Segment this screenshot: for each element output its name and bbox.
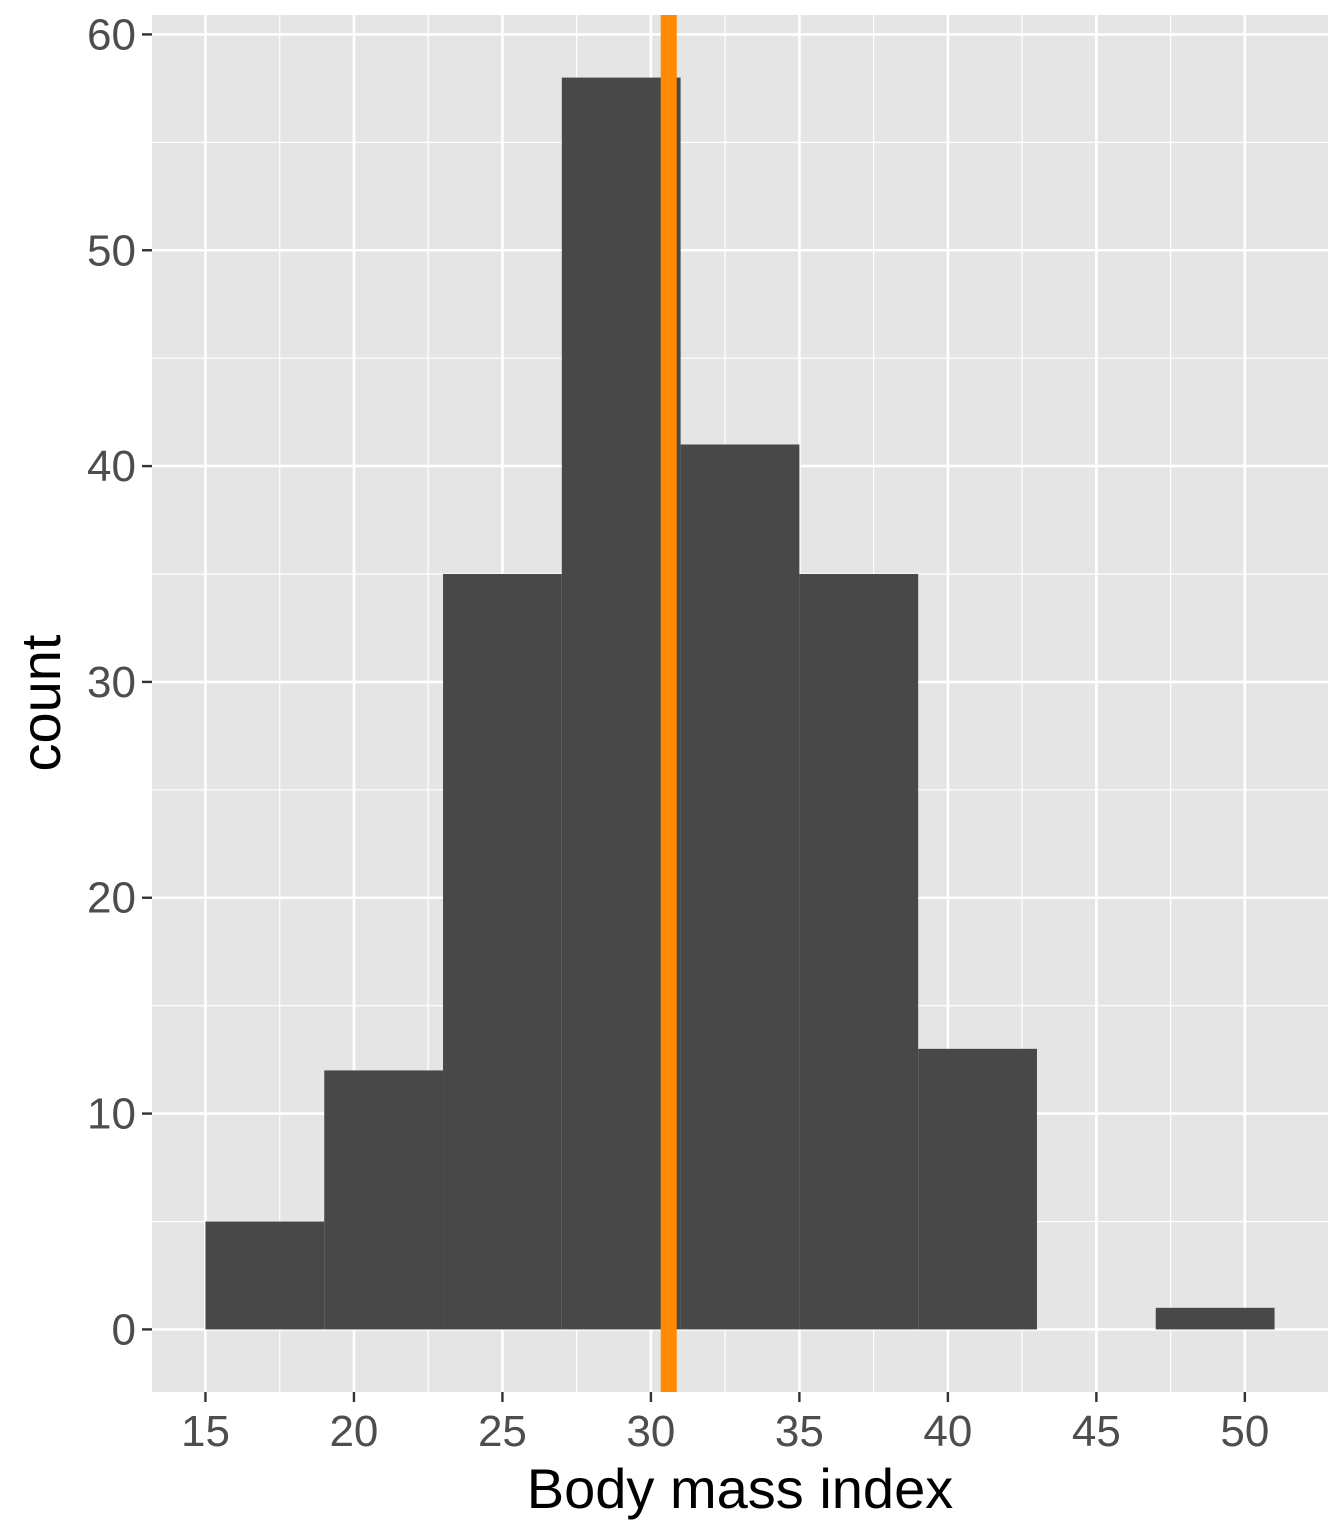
y-tick-label: 50 [87,226,136,275]
histogram-bar [799,574,919,1330]
x-tick-label: 20 [329,1407,378,1456]
x-tick-label: 30 [626,1407,675,1456]
y-tick-label: 10 [87,1090,136,1139]
histogram-bar [443,574,562,1330]
y-tick-label: 40 [87,442,136,491]
y-tick-label: 30 [87,658,136,707]
y-tick-label: 60 [87,10,136,59]
histogram-bar [205,1221,325,1330]
x-tick-label: 25 [478,1407,527,1456]
y-axis-title: count [9,634,72,771]
x-tick-label: 45 [1072,1407,1121,1456]
histogram-bars [205,77,1275,1330]
y-axis: 0 10 20 30 40 50 60 [87,10,152,1354]
histogram-bar [1155,1307,1275,1330]
x-tick-label: 35 [775,1407,824,1456]
x-axis-title: Body mass index [527,1457,953,1520]
x-tick-label: 15 [181,1407,230,1456]
y-tick-label: 20 [87,874,136,923]
x-axis: 15 20 25 30 35 40 45 50 [181,1392,1269,1456]
y-tick-label: 0 [112,1305,136,1354]
x-tick-label: 40 [923,1407,972,1456]
x-tick-label: 50 [1220,1407,1269,1456]
histogram-bar [324,1070,444,1330]
histogram-bar [918,1048,1037,1330]
histogram-bar [680,444,800,1330]
